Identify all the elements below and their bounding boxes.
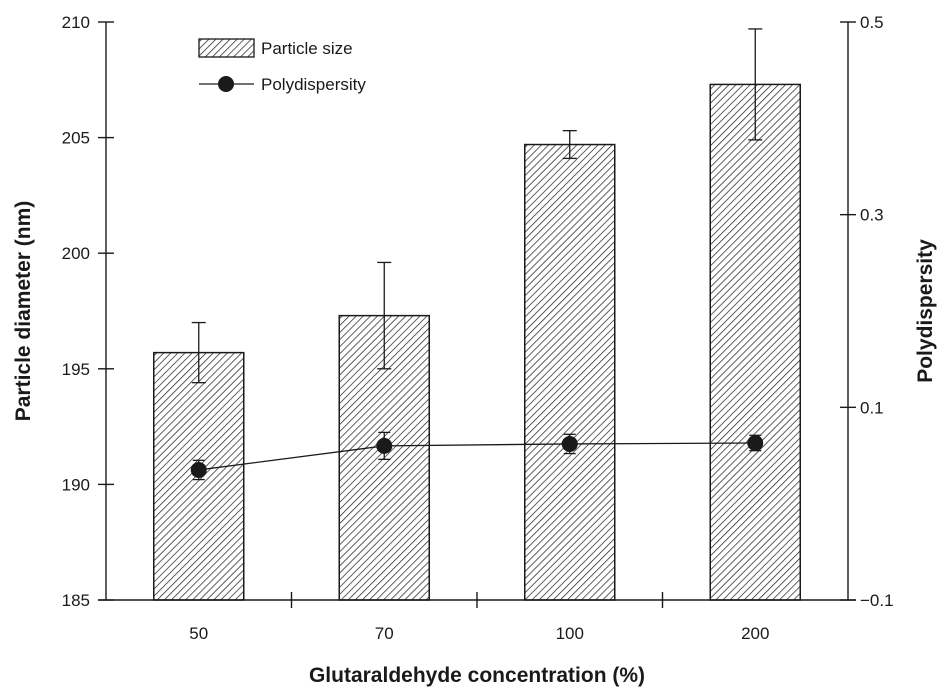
legend-point-swatch [218,76,234,92]
y-tick-label: 205 [62,129,90,148]
y2-axis-title: Polydispersity [914,239,937,383]
legend-label: Polydispersity [261,75,366,94]
y-tick-label: 190 [62,475,90,494]
polydispersity-point-100 [561,435,578,452]
legend: Particle size Polydispersity [198,38,366,94]
bar-100 [524,143,616,601]
legend-bar-swatch [198,38,255,58]
x-tick-label: 70 [375,624,394,643]
y-tick-label: 195 [62,360,90,379]
legend-label: Particle size [261,39,353,58]
x-tick-label: 50 [189,624,208,643]
polydispersity-point-200 [747,434,764,451]
axes-layer: 185 190 195 200 205 210 −0.1 0.1 0.3 0.5 50 70 100 20… [62,13,894,643]
y2-tick-label: −0.1 [860,591,894,610]
y2-tick-label: 0.1 [860,398,884,417]
y-tick-label: 200 [62,244,90,263]
y2-tick-label: 0.5 [860,13,884,32]
bars-layer [153,28,801,601]
x-tick-label: 200 [741,624,769,643]
polydispersity-line-layer [190,431,764,481]
polydispersity-point-50 [190,461,207,478]
polydispersity-line [198,442,756,471]
y-axis-title: Particle diameter (nm) [12,201,35,422]
bar-200 [709,83,801,601]
x-tick-label: 100 [556,624,584,643]
y-tick-label: 185 [62,591,90,610]
y2-tick-label: 0.3 [860,206,884,225]
y-tick-label: 210 [62,13,90,32]
polydispersity-point-70 [376,437,393,454]
x-axis-title: Glutaraldehyde concentration (%) [309,664,645,687]
